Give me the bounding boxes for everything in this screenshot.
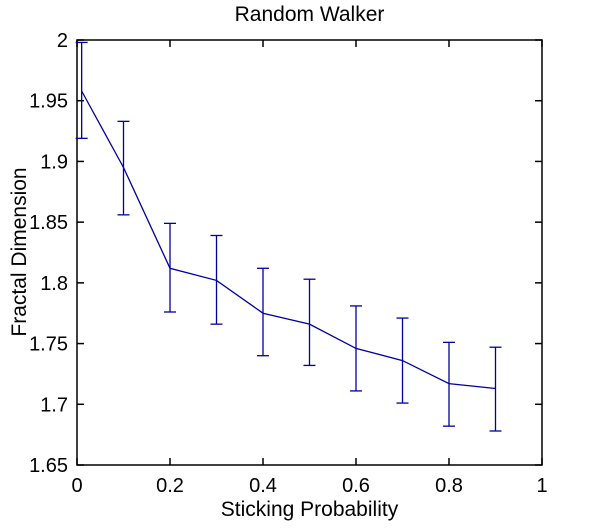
x-tick-label: 0	[71, 475, 82, 497]
y-tick-label: 1.7	[40, 394, 68, 416]
y-tick-label: 1.75	[29, 334, 68, 356]
y-tick-label: 1.95	[29, 91, 68, 113]
y-tick-label: 1.65	[29, 455, 68, 477]
x-tick-label: 0.4	[249, 475, 277, 497]
plot-area: 0 0.2 0.4 0.6 0.8 1 1.65 1.7 1.75 1.8 1.85 1.9 1.95 2	[29, 30, 548, 497]
y-tick-label: 1.8	[40, 273, 68, 295]
y-tick-label: 2	[57, 30, 68, 52]
x-tick-label: 1	[536, 475, 547, 497]
y-tick-label: 1.9	[40, 151, 68, 173]
x-tick-label: 0.2	[156, 475, 184, 497]
y-axis-label: Fractal Dimension	[8, 167, 31, 336]
axes-frame	[76, 39, 543, 466]
chart-title: Random Walker	[235, 3, 385, 26]
x-tick-label: 0.6	[342, 475, 370, 497]
series-line	[81, 90, 496, 390]
x-tick-label: 0.8	[435, 475, 463, 497]
x-axis-label: Sticking Probability	[221, 498, 399, 521]
y-tick-label: 1.85	[29, 212, 68, 234]
